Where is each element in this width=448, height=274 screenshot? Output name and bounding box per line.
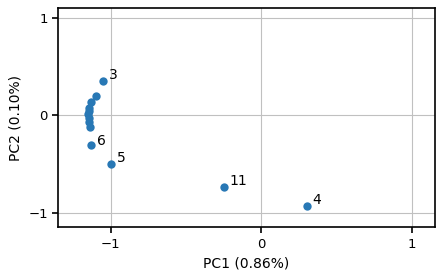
Point (303, 204, 310, 208)
Y-axis label: PC2 (0.10%): PC2 (0.10%) (9, 75, 23, 161)
Point (100, 79, 107, 84)
Point (85, 116, 92, 121)
Point (85, 109, 92, 114)
X-axis label: PC1 (0.86%): PC1 (0.86%) (203, 256, 289, 270)
Text: 6: 6 (97, 134, 106, 148)
Point (92, 94, 99, 98)
Text: 3: 3 (109, 68, 118, 82)
Point (220, 184, 228, 189)
Text: 5: 5 (117, 151, 126, 165)
Point (86, 120, 93, 124)
Point (88, 99, 95, 104)
Point (86, 125, 94, 129)
Text: 4: 4 (313, 193, 321, 207)
Point (108, 162, 115, 166)
Point (86, 105, 93, 110)
Point (88, 142, 95, 147)
Point (85, 112, 92, 117)
Text: 11: 11 (230, 173, 248, 188)
